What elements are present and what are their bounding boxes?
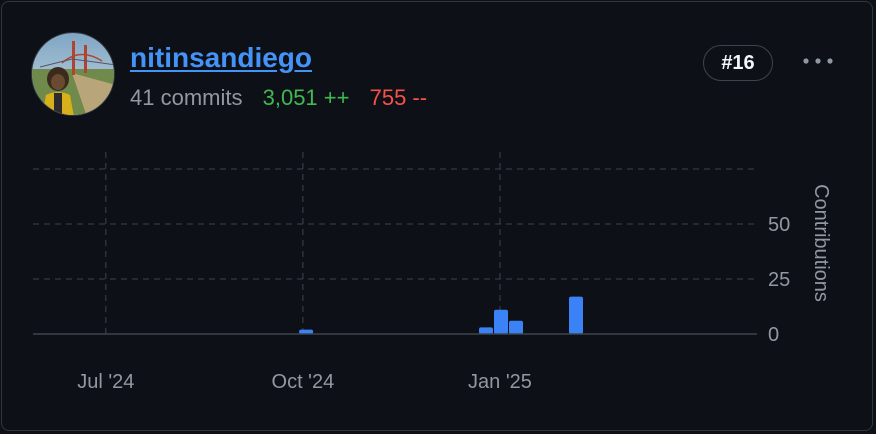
- username-link[interactable]: nitinsandiego: [130, 42, 312, 73]
- contribution-bar[interactable]: [569, 296, 583, 334]
- y-axis-label: Contributions: [810, 184, 832, 302]
- more-options-button[interactable]: [798, 48, 838, 74]
- contribution-bar[interactable]: [494, 309, 508, 334]
- commit-count[interactable]: 41 commits: [130, 85, 243, 110]
- contribution-stats: 41 commits 3,051 ++ 755 --: [130, 84, 427, 112]
- rank-badge: #16: [703, 45, 773, 81]
- y-tick-label: 0: [768, 324, 779, 346]
- additions-count: 3,051 ++: [262, 85, 350, 110]
- deletions-count: 755 --: [369, 85, 428, 110]
- x-tick-label: Jul '24: [77, 371, 134, 393]
- kebab-horizontal-icon: [803, 58, 833, 64]
- contribution-bar[interactable]: [299, 329, 314, 334]
- y-tick-label: 25: [768, 269, 790, 291]
- contribution-bar[interactable]: [509, 320, 523, 334]
- y-tick-label: 50: [768, 214, 790, 236]
- x-tick-label: Jan '25: [468, 371, 532, 393]
- x-tick-label: Oct '24: [272, 371, 335, 393]
- contribution-bar[interactable]: [479, 327, 493, 334]
